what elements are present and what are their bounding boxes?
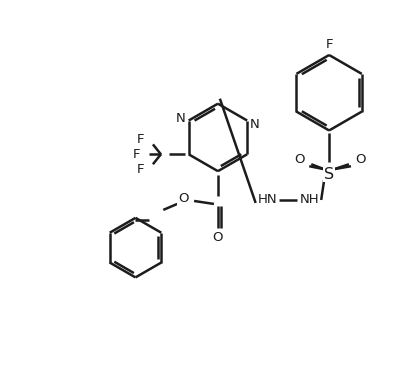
Text: O: O bbox=[356, 153, 366, 166]
Text: F: F bbox=[132, 148, 140, 161]
Text: O: O bbox=[294, 153, 305, 166]
Text: F: F bbox=[326, 38, 333, 51]
Text: S: S bbox=[324, 167, 334, 181]
Text: N: N bbox=[176, 112, 186, 125]
Text: O: O bbox=[178, 192, 188, 205]
Text: NH: NH bbox=[300, 194, 319, 207]
Text: HN: HN bbox=[258, 194, 277, 207]
Text: N: N bbox=[250, 118, 260, 131]
Text: F: F bbox=[136, 133, 144, 146]
Text: O: O bbox=[212, 231, 223, 244]
Text: F: F bbox=[136, 163, 144, 176]
